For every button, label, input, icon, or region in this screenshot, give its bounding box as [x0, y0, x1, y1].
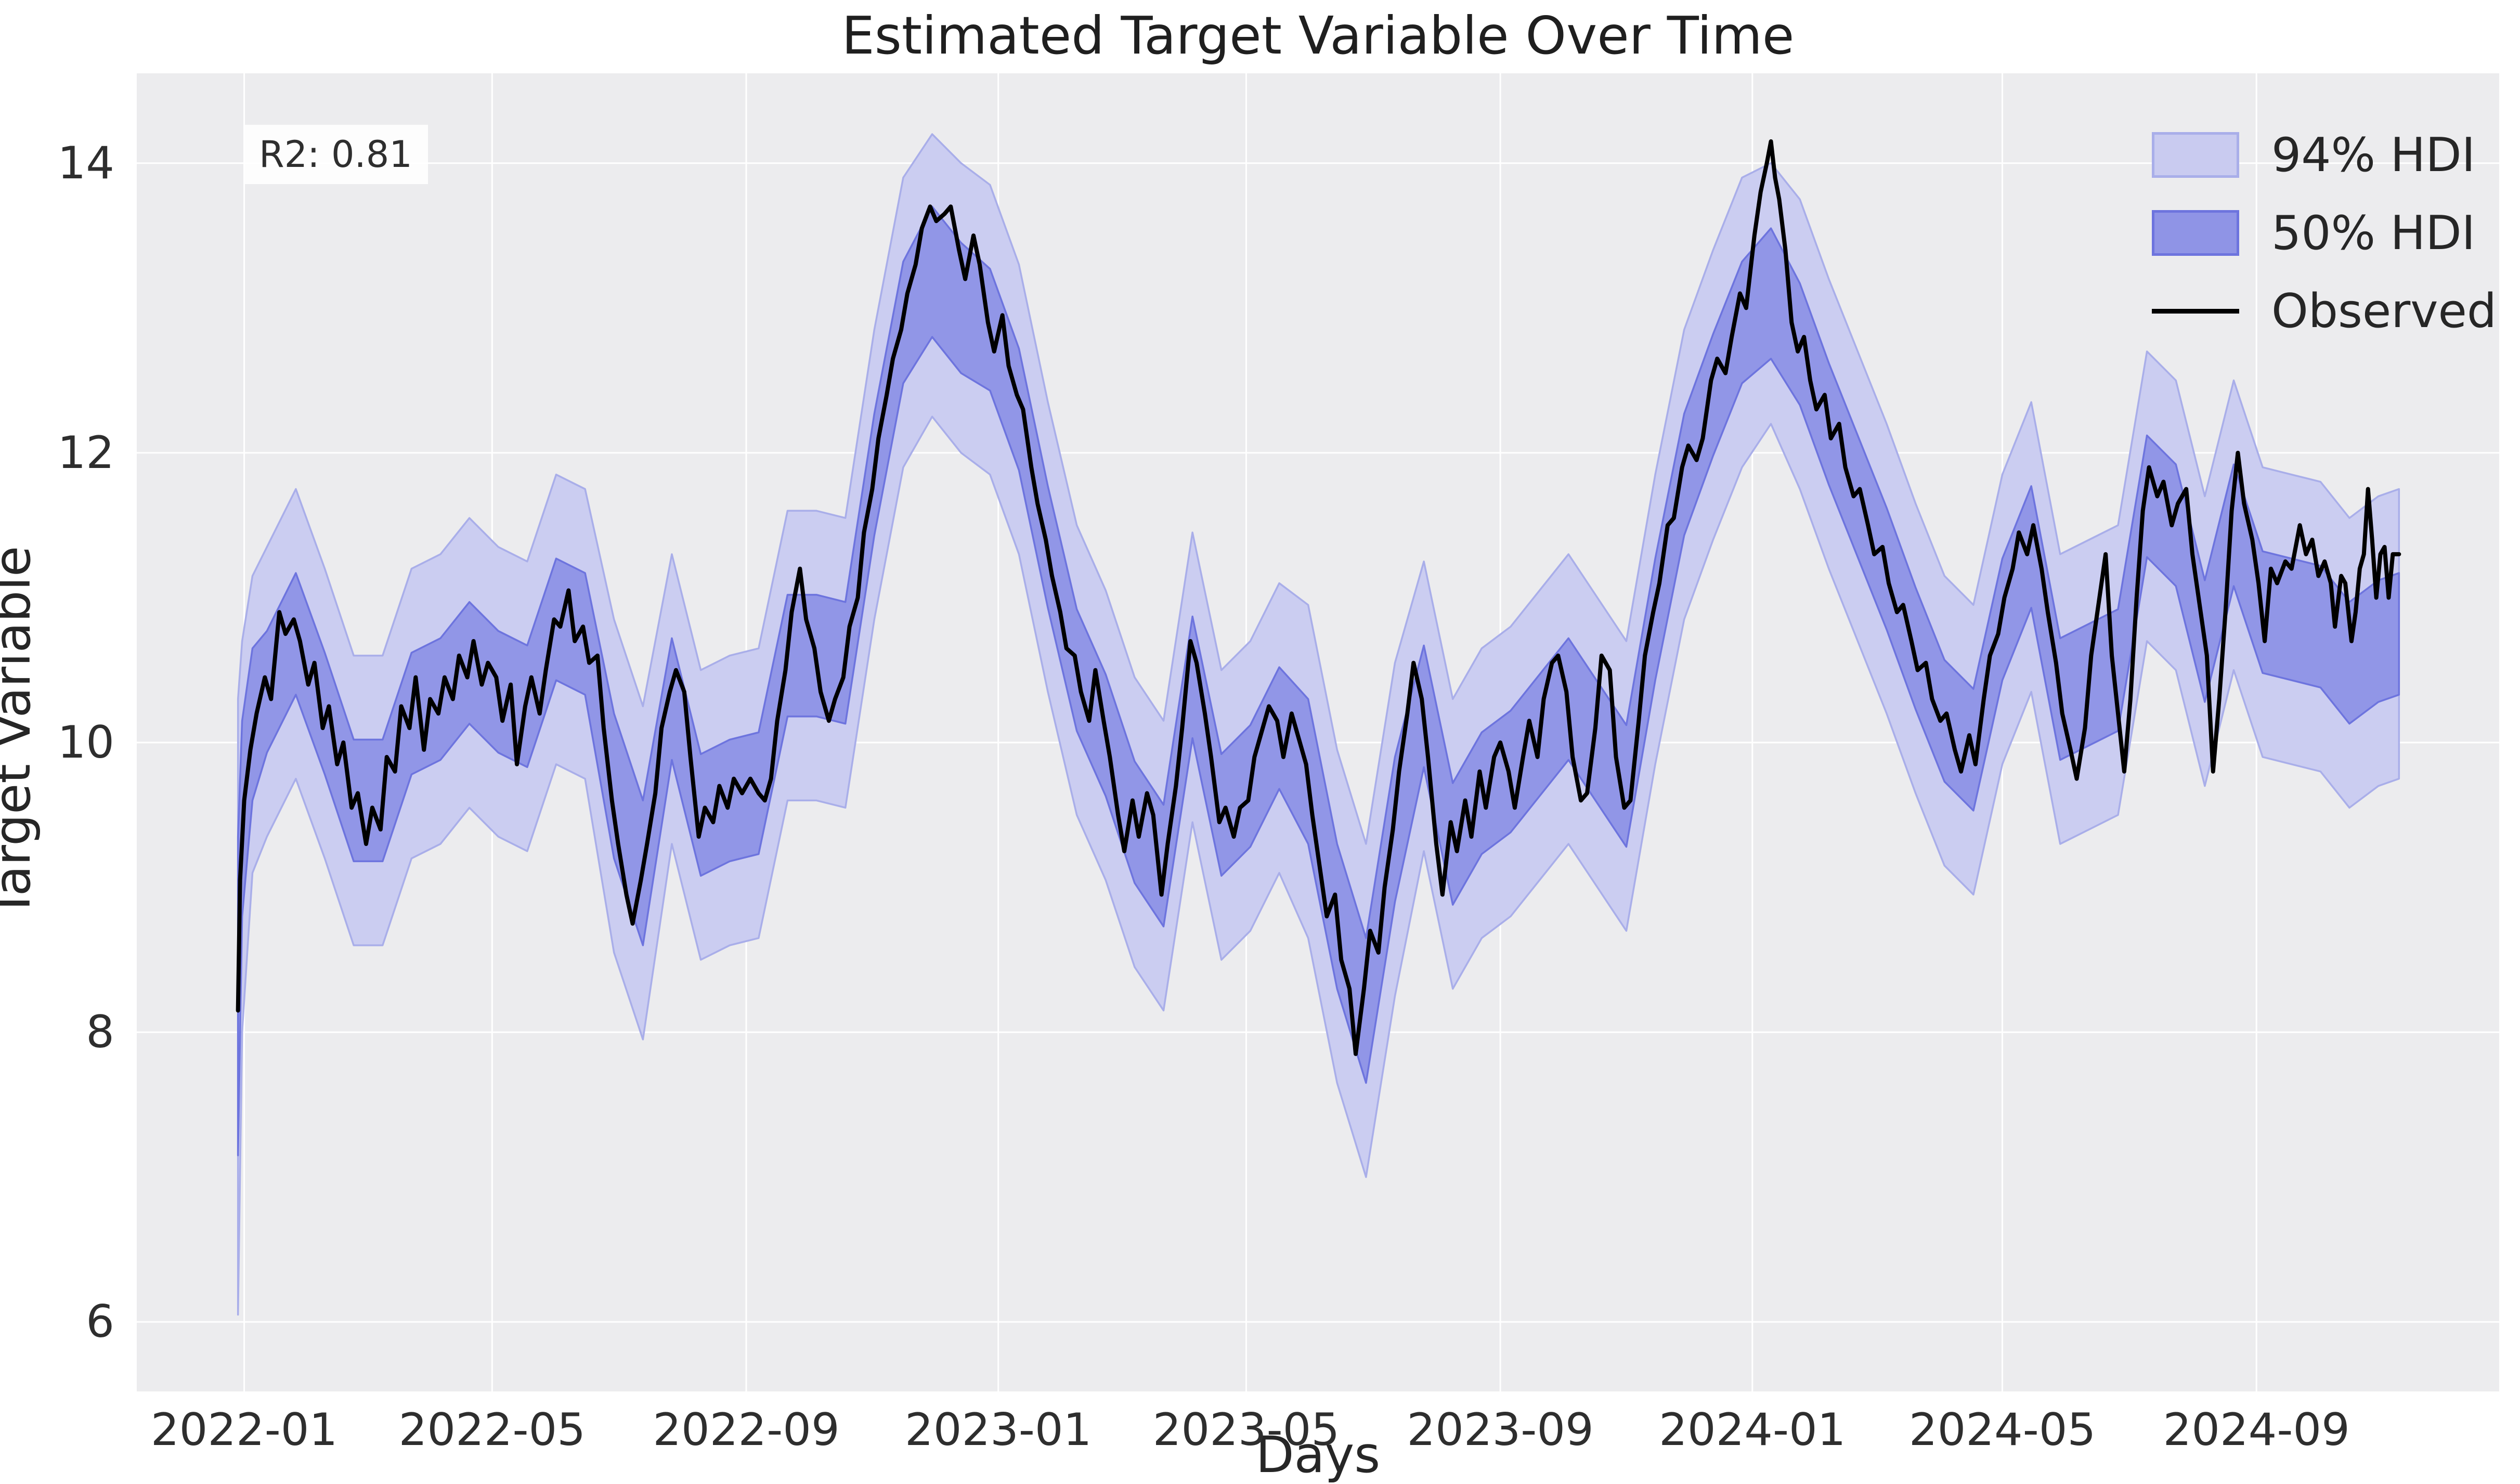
y-tick-label: 10 — [57, 717, 114, 769]
legend-label: 94% HDI — [2271, 127, 2476, 183]
x-tick-label: 2023-01 — [905, 1404, 1092, 1456]
x-tick-label: 2023-09 — [1407, 1404, 1594, 1456]
x-tick-label: 2024-05 — [1908, 1404, 2096, 1456]
observed-line — [236, 139, 2401, 1056]
r2-annotation: R2: 0.81 — [243, 125, 428, 184]
observed-line-icon — [2152, 308, 2239, 314]
x-tick-label: 2022-01 — [150, 1404, 338, 1456]
x-tick-label: 2023-05 — [1152, 1404, 1340, 1456]
legend: 94% HDI 50% HDI Observed — [2152, 126, 2497, 340]
y-tick-label: 6 — [86, 1296, 114, 1348]
y-tick-label: 8 — [86, 1006, 114, 1059]
legend-label: Observed — [2271, 283, 2497, 339]
legend-label: 50% HDI — [2271, 205, 2476, 261]
hdi-94-band — [237, 133, 2400, 1316]
hdi94-swatch-icon — [2152, 132, 2239, 178]
legend-item-94-hdi: 94% HDI — [2152, 126, 2497, 184]
legend-item-observed: Observed — [2152, 282, 2497, 340]
y-tick-label: 14 — [57, 137, 114, 189]
chart-title: Estimated Target Variable Over Time — [841, 5, 1795, 66]
legend-item-50-hdi: 50% HDI — [2152, 204, 2497, 262]
x-tick-label: 2022-05 — [398, 1404, 586, 1456]
x-tick-label: 2024-01 — [1659, 1404, 1846, 1456]
x-tick-label: 2022-09 — [653, 1404, 840, 1456]
y-tick-label: 12 — [57, 426, 114, 479]
x-axis-label: Days — [1255, 1426, 1381, 1484]
hdi50-swatch-icon — [2152, 210, 2239, 256]
x-tick-label: 2024-09 — [2163, 1404, 2350, 1456]
